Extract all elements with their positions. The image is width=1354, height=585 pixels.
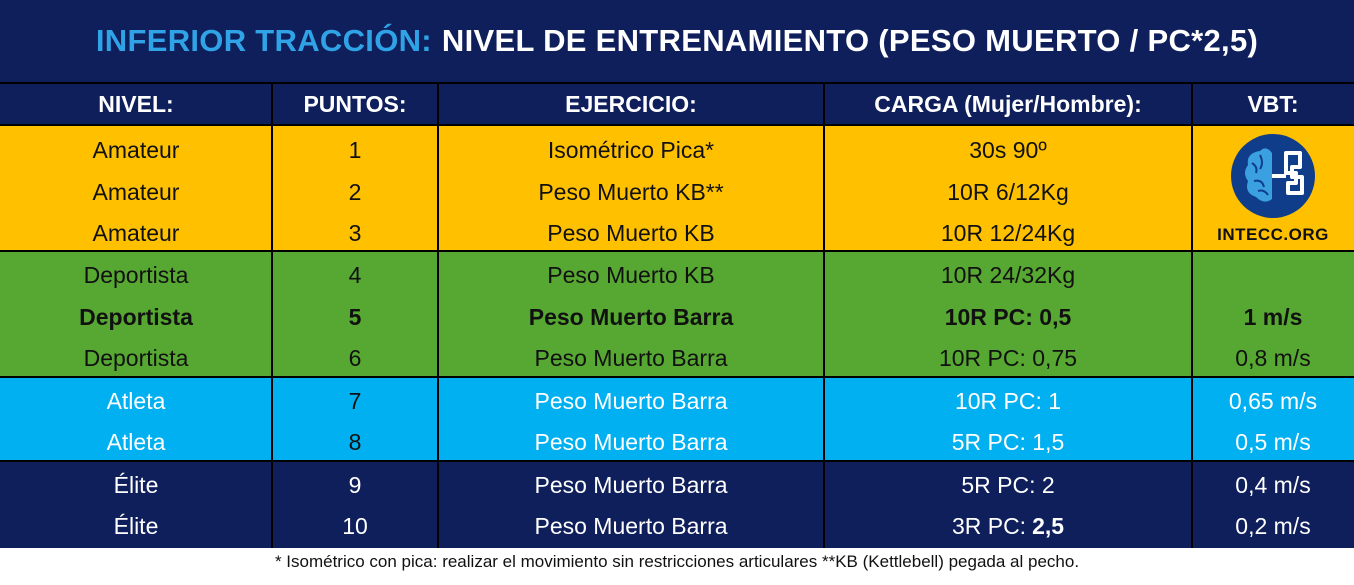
cell-puntos: 3 [348,219,362,246]
cell-vbt: 0,8 m/s [1235,344,1311,371]
cell-ejercicio: Isométrico Pica* [547,136,715,163]
cell-nivel: Amateur [92,178,180,205]
cell-nivel: Amateur [92,219,180,246]
cell-ejercicio: Peso Muerto KB [547,219,715,246]
cell-carga: 10R 24/32Kg [940,261,1076,288]
cell-ejercicio: Peso Muerto Barra [534,428,728,455]
title-bar: INFERIOR TRACCIÓN: NIVEL DE ENTRENAMIENT… [0,0,1354,84]
table-row: Atleta 7 Peso Muerto Barra 10R PC: 1 0,6… [0,380,1354,422]
carga-value: 2,5 [1032,512,1065,539]
table-row: Amateur 2 Peso Muerto KB** 10R 6/12Kg [0,171,1354,213]
column-divider [1191,84,1193,548]
cell-nivel: Atleta [106,428,166,455]
cell-ejercicio: Peso Muerto Barra [534,344,728,371]
cell-puntos: 10 [342,512,368,539]
cell-carga: 10R PC: 0,5 [944,303,1072,330]
header-carga: CARGA (Mujer/Hombre): [874,90,1142,117]
cell-puntos: 9 [348,471,362,498]
logo-text: INTECC.ORG [1217,225,1329,244]
cell-vbt: 0,2 m/s [1235,512,1311,539]
brain-logo-icon [1231,134,1315,218]
header-vbt: VBT: [1247,90,1299,117]
cell-vbt: 0,4 m/s [1235,471,1311,498]
cell-nivel: Élite [113,471,159,498]
table-row: Deportista 6 Peso Muerto Barra 10R PC: 0… [0,337,1354,379]
header-puntos: PUNTOS: [303,90,407,117]
cell-carga: 3R PC: 2,5 [824,505,1192,547]
table-row: Élite 10 Peso Muerto Barra 3R PC: 2,5 0,… [0,505,1354,547]
cell-vbt: 0,65 m/s [1228,387,1318,414]
cell-puntos: 1 [348,136,362,163]
cell-nivel: Élite [113,512,159,539]
cell-nivel: Deportista [79,303,193,330]
cell-puntos: 8 [348,428,362,455]
cell-nivel: Deportista [83,261,189,288]
cell-carga: 10R 12/24Kg [940,219,1076,246]
cell-vbt: 1 m/s [1243,303,1303,330]
column-divider [271,84,273,548]
cell-carga: 10R PC: 1 [954,387,1062,414]
band-elite [0,462,1354,548]
cell-puntos: 7 [348,387,362,414]
cell-carga: 10R PC: 0,75 [938,344,1078,371]
cell-ejercicio: Peso Muerto Barra [534,512,728,539]
header-nivel: NIVEL: [98,90,174,117]
table-row: Élite 9 Peso Muerto Barra 5R PC: 2 0,4 m… [0,464,1354,506]
table-row: Amateur 3 Peso Muerto KB 10R 12/24Kg [0,212,1354,254]
intecc-logo: INTECC.ORG [1192,126,1354,252]
cell-ejercicio: Peso Muerto KB** [538,178,724,205]
cell-carga: 10R 6/12Kg [947,178,1069,205]
column-divider [823,84,825,548]
carga-prefix: 3R PC: [951,512,1027,539]
table-header: NIVEL: PUNTOS: EJERCICIO: CARGA (Mujer/H… [0,84,1354,126]
header-ejercicio: EJERCICIO: [565,90,697,117]
cell-carga: 30s 90º [969,136,1047,163]
cell-puntos: 4 [348,261,362,288]
table-row: Amateur 1 Isométrico Pica* 30s 90º [0,129,1354,171]
cell-ejercicio: Peso Muerto Barra [534,387,728,414]
column-divider [437,84,439,548]
title-accent: INFERIOR TRACCIÓN: [95,23,432,58]
cell-carga: 5R PC: 1,5 [951,428,1065,455]
cell-puntos: 2 [348,178,362,205]
cell-nivel: Deportista [83,344,189,371]
cell-puntos: 6 [348,344,362,371]
cell-ejercicio: Peso Muerto KB [547,261,715,288]
page-title: NIVEL DE ENTRENAMIENTO (PESO MUERTO / PC… [441,23,1259,58]
cell-nivel: Atleta [106,387,166,414]
cell-ejercicio: Peso Muerto Barra [534,471,728,498]
cell-ejercicio: Peso Muerto Barra [528,303,734,330]
table-row: Deportista 5 Peso Muerto Barra 10R PC: 0… [0,296,1354,338]
cell-vbt: 0,5 m/s [1235,428,1311,455]
footnote: * Isométrico con pica: realizar el movim… [274,552,1080,571]
training-level-table: INFERIOR TRACCIÓN: NIVEL DE ENTRENAMIENT… [0,0,1354,548]
cell-nivel: Amateur [92,136,180,163]
cell-puntos: 5 [348,303,362,330]
band-amateur [0,126,1354,252]
table-row: Atleta 8 Peso Muerto Barra 5R PC: 1,5 0,… [0,421,1354,463]
band-atleta [0,378,1354,462]
band-deportista [0,252,1354,378]
cell-carga: 5R PC: 2 [961,471,1055,498]
table-row: Deportista 4 Peso Muerto KB 10R 24/32Kg [0,254,1354,296]
